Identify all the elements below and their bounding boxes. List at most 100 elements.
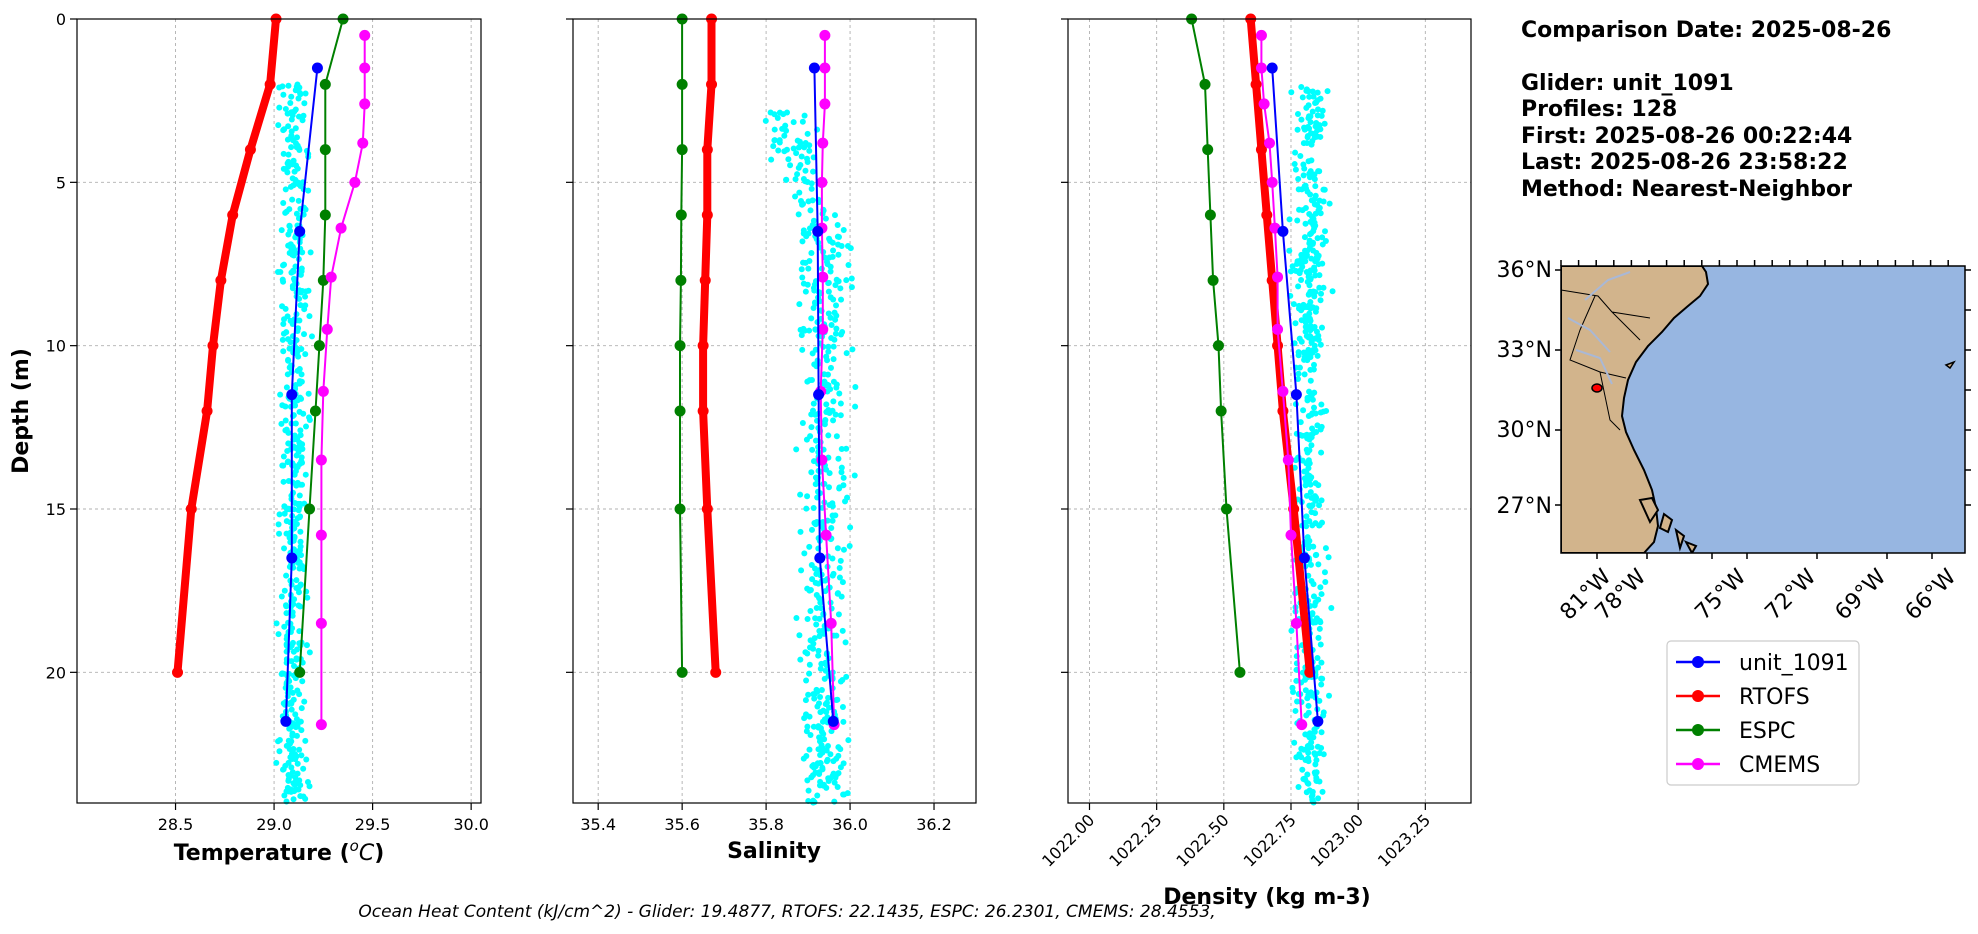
density-glider-scatter <box>1286 84 1336 806</box>
glider-scatter-point <box>1296 364 1303 371</box>
profile-point-unit_1091 <box>286 389 298 401</box>
glider-scatter-point <box>304 778 311 785</box>
glider-scatter-point <box>1319 260 1326 267</box>
glider-scatter-point <box>1328 605 1335 612</box>
glider-scatter-point <box>826 501 833 508</box>
glider-scatter-point <box>820 730 827 737</box>
glider-scatter-point <box>822 588 829 595</box>
glider-scatter-point <box>1325 554 1332 561</box>
profile-point-rtofs <box>697 340 709 352</box>
density-axis-label: Density (kg m-3) <box>1163 885 1371 910</box>
glider-scatter-point <box>290 275 297 282</box>
glider-scatter-point <box>839 704 846 711</box>
glider-scatter-point <box>815 746 822 753</box>
glider-scatter-point <box>292 774 299 781</box>
x-tick-label: 29.5 <box>355 815 391 834</box>
glider-scatter-point <box>1303 492 1310 499</box>
glider-scatter-point <box>834 545 841 552</box>
glider-scatter-point <box>798 567 805 574</box>
glider-scatter-point <box>843 350 850 357</box>
glider-scatter-point <box>837 400 844 407</box>
glider-scatter-point <box>1317 297 1324 304</box>
glider-scatter-point <box>806 746 813 753</box>
glider-scatter-point <box>1297 152 1304 159</box>
glider-scatter-point <box>303 756 310 763</box>
profile-point-cmems <box>359 98 371 110</box>
glider-scatter-point <box>299 117 306 124</box>
glider-scatter-point <box>840 760 847 767</box>
glider-scatter-point <box>1288 627 1295 634</box>
x-tick-label: 1022.75 <box>1240 810 1300 870</box>
salinity-grid <box>573 18 976 803</box>
glider-scatter-point <box>807 731 814 738</box>
glider-scatter-point <box>832 512 839 519</box>
glider-scatter-point <box>281 126 288 133</box>
glider-scatter-point <box>834 783 841 790</box>
glider-scatter-point <box>762 117 769 124</box>
glider-scatter-point <box>806 543 813 550</box>
glider-scatter-point <box>813 570 820 577</box>
glider-scatter-point <box>783 176 790 183</box>
glider-scatter-point <box>300 765 307 772</box>
profile-line-cmems <box>320 35 366 725</box>
glider-scatter-point <box>296 746 303 753</box>
glider-scatter-point <box>808 185 815 192</box>
glider-scatter-point <box>281 623 288 630</box>
glider-scatter-point <box>1312 510 1319 517</box>
glider-scatter-point <box>811 281 818 288</box>
glider-scatter-point <box>838 464 845 471</box>
profile-point-espc <box>674 405 686 417</box>
glider-scatter-point <box>1302 482 1309 489</box>
glider-scatter-point <box>1305 545 1312 552</box>
glider-scatter-point <box>806 713 813 720</box>
profile-point-espc <box>1212 340 1224 352</box>
glider-scatter-point <box>1300 161 1307 168</box>
glider-scatter-point <box>812 437 819 444</box>
glider-scatter-point <box>1292 267 1299 274</box>
glider-scatter-point <box>848 275 855 282</box>
glider-scatter-point <box>276 748 283 755</box>
glider-scatter-point <box>826 235 833 242</box>
glider-scatter-point <box>827 386 834 393</box>
glider-scatter-point <box>1309 391 1316 398</box>
glider-scatter-point <box>806 377 813 384</box>
glider-scatter-point <box>840 482 847 489</box>
glider-scatter-point <box>297 782 304 789</box>
glider-scatter-point <box>852 384 859 391</box>
glider-scatter-point <box>801 715 808 722</box>
glider-scatter-point <box>1309 611 1316 618</box>
glider-scatter-point <box>796 632 803 639</box>
glider-scatter-point <box>1307 377 1314 384</box>
interpolation-method: Method: Nearest-Neighbor <box>1521 177 1852 202</box>
glider-scatter-point <box>1316 284 1323 291</box>
glider-scatter-point <box>283 742 290 749</box>
glider-scatter-point <box>1313 99 1320 106</box>
glider-scatter-point <box>1313 494 1320 501</box>
glider-scatter-point <box>1307 119 1314 126</box>
map-rivers <box>1567 271 1631 385</box>
glider-scatter-point <box>1313 777 1320 784</box>
legend-swatch-marker <box>1692 656 1704 668</box>
glider-scatter-point <box>822 215 829 222</box>
glider-scatter-point <box>292 445 299 452</box>
glider-scatter-point <box>818 660 825 667</box>
glider-scatter-point <box>800 325 807 332</box>
glider-scatter-point <box>1315 634 1322 641</box>
glider-scatter-point <box>808 526 815 533</box>
glider-scatter-point <box>1295 370 1302 377</box>
glider-scatter-point <box>1318 112 1325 119</box>
glider-scatter-point <box>800 200 807 207</box>
glider-scatter-point <box>1303 86 1310 93</box>
profile-point-espc <box>676 666 688 678</box>
glider-scatter-point <box>1318 324 1325 331</box>
glider-scatter-point <box>1311 404 1318 411</box>
profile-point-cmems <box>1277 385 1289 397</box>
glider-scatter-point <box>1300 172 1307 179</box>
glider-scatter-point <box>806 142 813 149</box>
glider-scatter-point <box>827 263 834 270</box>
glider-scatter-point <box>1306 436 1313 443</box>
glider-scatter-point <box>1307 561 1314 568</box>
profile-point-cmems <box>321 323 333 335</box>
map-bahamas <box>1638 496 1698 553</box>
glider-scatter-point <box>303 423 310 430</box>
